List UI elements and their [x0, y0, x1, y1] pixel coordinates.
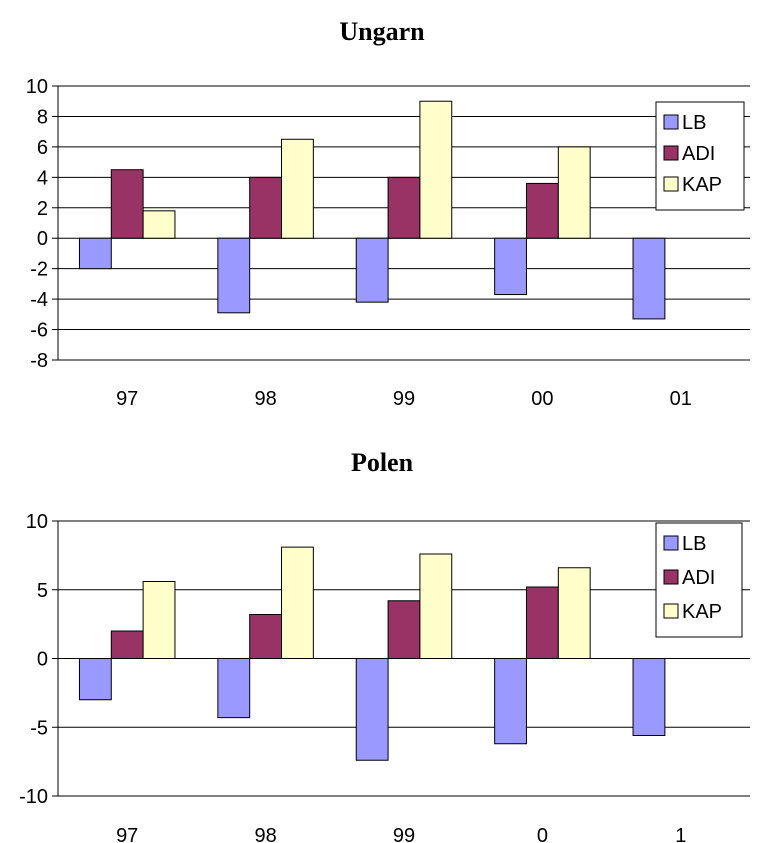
y-tick-label: 4: [37, 167, 48, 189]
y-tick-label: 8: [37, 106, 48, 128]
bar-lb-0: [494, 658, 527, 745]
bar-lb-98: [217, 658, 251, 719]
legend-label-kap: KAP: [682, 601, 722, 623]
bar-kap-99: [419, 100, 453, 239]
bar-adi-97: [110, 630, 144, 659]
chart-ungarn: Ungarn 10 8 6 4 2 0 -2 -4 -6 -8 97 98 99 00 01 LB ADI KAP: [26, 17, 750, 410]
y-tick-label: 10: [26, 511, 48, 533]
bar-lb-99: [355, 237, 389, 303]
x-tick-label: 97: [116, 825, 138, 843]
x-tick-label: 1: [675, 825, 686, 843]
bar-lb-1: [632, 658, 666, 736]
y-tick-label: 5: [37, 580, 48, 602]
y-tick-label: -2: [30, 259, 48, 281]
y-tick-label: -5: [30, 717, 48, 739]
x-tick-label: 01: [670, 388, 692, 410]
x-tick-label: 00: [531, 388, 553, 410]
bar-adi-99: [387, 600, 421, 659]
bar-lb-99: [355, 658, 389, 761]
bar-lb-01: [632, 237, 666, 320]
bar-kap-0: [557, 567, 591, 659]
legend-label-lb: LB: [682, 112, 706, 134]
bar-lb-00: [494, 237, 527, 296]
chart-title: Polen: [351, 448, 414, 477]
legend-swatch-lb: [663, 535, 679, 551]
legend-label-kap: KAP: [682, 174, 722, 196]
x-tick-label: 99: [393, 825, 415, 843]
bar-kap-99: [419, 553, 453, 659]
y-tick-label: 0: [37, 228, 48, 250]
legend-swatch-adi: [663, 569, 679, 585]
chart-polen: Polen 10 5 0 -5 -10 97 98 99 0 1 LB ADI KAP: [19, 448, 750, 843]
bar-adi-98: [249, 614, 283, 659]
legend-swatch-adi: [663, 145, 679, 161]
bar-lb-98: [217, 237, 251, 314]
bar-adi-99: [387, 176, 421, 239]
legend-label-lb: LB: [682, 533, 706, 555]
bar-kap-00: [557, 146, 591, 239]
bar-adi-0: [525, 586, 559, 659]
x-tick-label: 99: [393, 388, 415, 410]
y-tick-label: 2: [37, 198, 48, 220]
bar-kap-97: [142, 210, 176, 239]
y-tick-label: -4: [30, 289, 48, 311]
bar-kap-98: [281, 138, 314, 239]
bar-adi-00: [525, 182, 559, 239]
x-tick-label: 98: [254, 825, 276, 843]
y-tick-label: -6: [30, 320, 48, 342]
legend-swatch-kap: [663, 176, 679, 192]
bar-adi-98: [249, 176, 283, 239]
x-tick-label: 0: [537, 825, 548, 843]
bar-adi-97: [110, 169, 144, 239]
x-tick-label: 97: [116, 388, 138, 410]
legend-swatch-lb: [663, 114, 679, 130]
bar-lb-97: [78, 658, 112, 701]
bar-lb-97: [78, 237, 112, 270]
bar-kap-97: [142, 581, 176, 659]
y-tick-label: 0: [37, 649, 48, 671]
y-tick-label: -8: [30, 350, 48, 372]
legend-label-adi: ADI: [682, 143, 715, 165]
y-tick-label: 6: [37, 137, 48, 159]
x-tick-label: 98: [254, 388, 276, 410]
bar-kap-98: [281, 546, 314, 659]
chart-title: Ungarn: [339, 17, 425, 46]
legend-label-adi: ADI: [682, 567, 715, 589]
y-tick-label: 10: [26, 76, 48, 98]
y-tick-label: -10: [19, 786, 48, 808]
legend-swatch-kap: [663, 603, 679, 619]
